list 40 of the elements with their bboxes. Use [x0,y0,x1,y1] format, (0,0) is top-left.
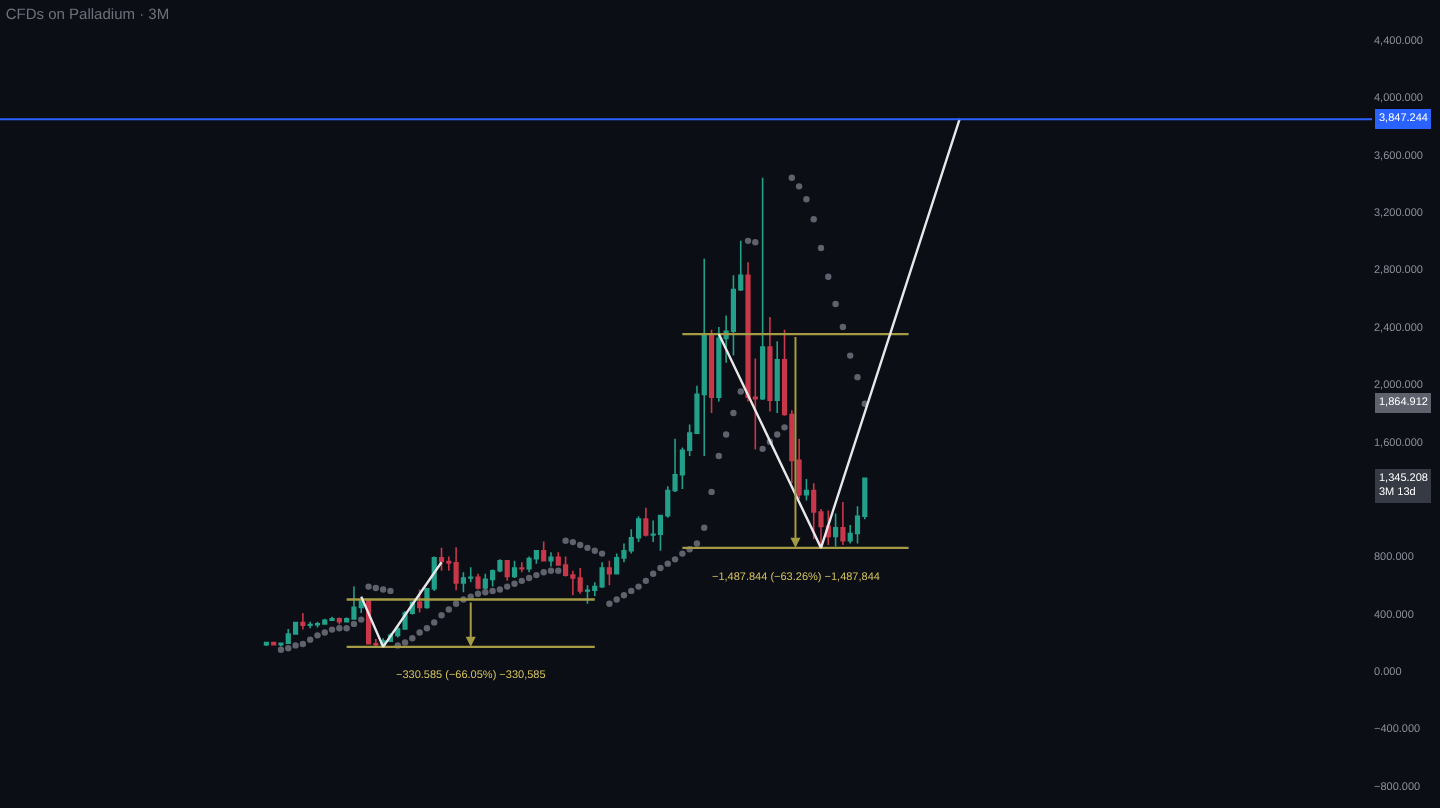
candlestick [614,552,620,575]
candlestick [599,561,605,589]
candlestick [307,620,313,629]
candlestick [271,641,277,647]
candlestick [519,561,525,574]
candlestick [533,549,539,565]
candlestick [840,501,846,546]
candlestick [504,559,510,582]
candlestick [285,628,291,645]
candlestick [577,567,583,595]
candlestick [803,478,809,502]
candlestick [438,547,445,572]
candlestick [548,551,554,568]
candlestick [329,615,335,622]
candlestick [453,546,459,591]
candlestick [526,555,532,574]
candlestick [833,512,839,548]
candlestick [760,176,766,401]
candlestick [475,572,481,591]
candlestick [643,506,649,538]
candlestick [541,540,547,562]
candlestick [300,612,306,631]
candlestick [292,620,299,636]
candlestick [650,519,656,543]
candlestick [336,616,342,626]
candlestick [701,257,707,457]
candlestick [322,618,328,626]
candlestick [811,482,817,541]
candlestick [351,585,357,621]
candlestick [606,559,612,586]
candlestick [482,572,488,592]
candlestick [708,329,715,414]
candlestick [460,571,466,594]
candlestick [716,326,722,403]
candlestick [584,584,591,605]
candlestick [468,566,474,584]
candlestick [774,340,780,414]
candlestick [263,641,269,647]
candlestick [511,559,518,579]
candlestick [767,316,773,413]
